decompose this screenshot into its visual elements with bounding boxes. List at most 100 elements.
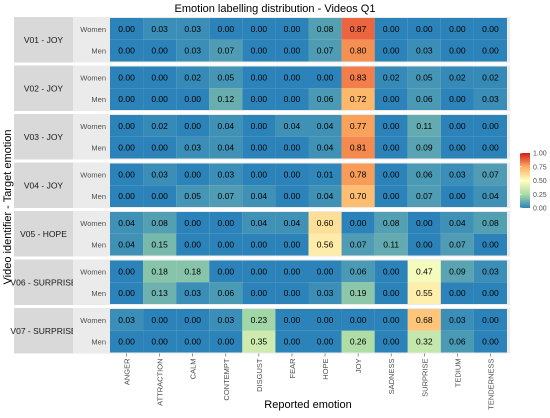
heatmap-cell [209, 309, 243, 331]
cell-value-label: 0.04 [317, 143, 334, 153]
cell-value-label: 0.00 [118, 24, 135, 34]
cell-value-label: 0.06 [350, 266, 367, 276]
cell-value-label: 0.04 [482, 191, 499, 201]
cell-value-label: 0.02 [184, 72, 201, 82]
x-tick-label: TENDERNESS [486, 359, 495, 410]
row-label: Men [91, 192, 106, 201]
heatmap-cell [143, 330, 177, 353]
heatmap-cell [176, 185, 210, 207]
heatmap-cell [308, 309, 342, 331]
heatmap-cell [374, 282, 408, 304]
heatmap-cell [473, 39, 507, 62]
cell-value-label: 0.11 [383, 240, 399, 250]
heatmap-cell [473, 330, 507, 353]
cell-value-label: 0.15 [151, 240, 168, 250]
cell-value-label: 0.83 [350, 72, 367, 82]
heatmap-cell [176, 282, 210, 304]
facet-label: V03 - JOY [24, 132, 64, 142]
heatmap-cell [341, 282, 375, 304]
x-tick-label: JOY [354, 359, 363, 374]
heatmap-cell [407, 260, 441, 283]
heatmap-cell [275, 66, 309, 89]
cell-value-label: 0.00 [383, 266, 400, 276]
heatmap-cell [407, 163, 441, 186]
heatmap-cell [374, 18, 408, 40]
heatmap-cell [374, 212, 408, 234]
heatmap-cell [275, 18, 309, 40]
heatmap-cell [242, 185, 276, 207]
cell-value-label: 0.04 [317, 121, 334, 131]
cell-value-label: 0.00 [416, 24, 433, 34]
heatmap-cell [176, 136, 210, 159]
cell-value-label: 0.05 [184, 191, 201, 201]
x-tick-label: CONTEMPT [222, 358, 231, 401]
heatmap-cell [374, 66, 408, 89]
heatmap-cell [110, 185, 144, 207]
heatmap-cell [209, 136, 243, 159]
facet-panel: V04 - JOY Women 0.00 0.03 0.00 0.03 0.00 0.00 0.… [14, 162, 510, 208]
heatmap-cell [374, 233, 408, 256]
heatmap-cell [374, 163, 408, 186]
heatmap-cell [440, 88, 474, 110]
cell-value-label: 0.08 [482, 218, 499, 228]
heatmap-cell [407, 136, 441, 159]
heatmap-cell [374, 330, 408, 353]
row-label: Women [80, 25, 106, 34]
cell-value-label: 0.08 [317, 24, 334, 34]
cell-value-label: 0.00 [151, 191, 168, 201]
x-tick-label: ANGER [123, 358, 132, 385]
cell-value-label: 0.04 [218, 143, 235, 153]
row-label: Women [80, 122, 106, 131]
cell-value-label: 0.00 [482, 143, 499, 153]
cell-value-label: 0.00 [251, 266, 268, 276]
heatmap-cell [341, 136, 375, 159]
heatmap-cell [407, 330, 441, 353]
cell-value-label: 0.00 [151, 143, 168, 153]
cell-value-label: 0.70 [350, 191, 367, 201]
cell-value-label: 0.03 [416, 46, 433, 56]
cell-value-label: 0.00 [184, 121, 201, 131]
cell-value-label: 0.00 [416, 218, 433, 228]
chart-title: Emotion labelling distribution - Videos … [175, 3, 376, 15]
cell-value-label: 0.00 [284, 288, 301, 298]
cell-value-label: 0.04 [118, 240, 135, 250]
heatmap-cell [473, 163, 507, 186]
heatmap-cell [407, 212, 441, 234]
heatmap-cell [308, 260, 342, 283]
cell-value-label: 0.06 [416, 169, 433, 179]
row-label: Women [80, 267, 106, 276]
heatmap-cell [308, 282, 342, 304]
cell-value-label: 0.32 [416, 337, 433, 347]
cell-value-label: 0.00 [251, 143, 268, 153]
cell-value-label: 0.03 [482, 266, 499, 276]
legend-tick-label: 0.00 [533, 206, 547, 213]
heatmap-cell [242, 309, 276, 331]
cell-value-label: 0.06 [416, 94, 433, 104]
cell-value-label: 0.04 [218, 121, 235, 131]
heatmap-cell [275, 282, 309, 304]
heatmap-cell [341, 260, 375, 283]
x-tick-label: HOPE [321, 359, 330, 380]
cell-value-label: 0.03 [184, 143, 201, 153]
cell-value-label: 0.35 [251, 337, 268, 347]
cell-value-label: 0.00 [383, 191, 400, 201]
row-label: Men [91, 338, 106, 347]
heatmap-cell [341, 39, 375, 62]
cell-value-label: 0.03 [184, 288, 201, 298]
cell-value-label: 0.03 [482, 94, 499, 104]
cell-value-label: 0.77 [350, 121, 367, 131]
heatmap-cell [209, 233, 243, 256]
heatmap-cell [275, 185, 309, 207]
facet-strip [14, 211, 73, 257]
cell-value-label: 0.00 [151, 94, 168, 104]
heatmap-cell [242, 233, 276, 256]
heatmap-cell [473, 212, 507, 234]
cell-value-label: 0.00 [251, 94, 268, 104]
row-label: Women [80, 219, 106, 228]
heatmap-cell [242, 66, 276, 89]
heatmap-cell [176, 66, 210, 89]
cell-value-label: 0.00 [284, 315, 301, 325]
facet-label: V01 - JOY [24, 35, 64, 45]
cell-value-label: 0.00 [383, 24, 400, 34]
heatmap-cell [473, 260, 507, 283]
